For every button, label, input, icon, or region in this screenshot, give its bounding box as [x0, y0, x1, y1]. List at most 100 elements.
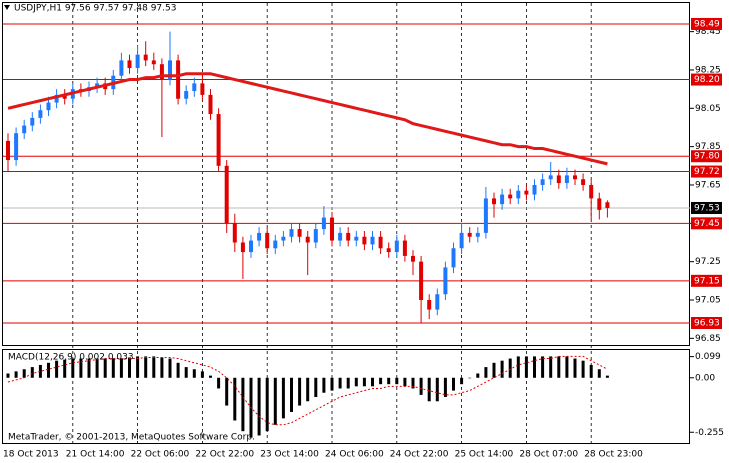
candle-body	[346, 232, 351, 241]
macd-bar	[6, 373, 10, 378]
candle-body	[338, 232, 343, 241]
level-box	[691, 150, 722, 163]
macd-bar	[217, 377, 221, 389]
y-tick-label: 97.05	[695, 295, 721, 305]
menu-triangle	[4, 5, 10, 10]
candle-body	[492, 198, 496, 205]
candle-body	[62, 94, 67, 99]
candle-body	[354, 236, 359, 241]
macd-bar	[395, 377, 399, 385]
level-box	[691, 316, 722, 329]
macd-bar	[176, 362, 180, 378]
y-tick-label: 97.65	[695, 180, 721, 190]
candle-body	[548, 175, 553, 180]
level-label: 97.72	[694, 167, 720, 177]
candle-body	[184, 91, 189, 99]
macd-bar	[273, 377, 277, 425]
candle-body	[54, 94, 59, 103]
chart-title: USDJPY,H1 97.56 97.57 97.48 97.53	[14, 4, 176, 14]
candle-body	[556, 175, 561, 184]
candle-body	[6, 140, 10, 161]
level-label: 97.15	[694, 276, 720, 286]
x-tick-label: 28 Oct 23:00	[584, 450, 643, 460]
macd-bar	[346, 377, 350, 389]
macd-bar	[136, 356, 140, 378]
y-tick-label: 0.00	[695, 373, 715, 383]
candle-body	[38, 110, 43, 118]
macd-bar	[468, 377, 472, 379]
macd-bar	[581, 360, 585, 378]
candle-body	[143, 54, 148, 61]
macd-bar	[605, 375, 609, 378]
candle-body	[289, 229, 294, 237]
macd-bar	[209, 375, 212, 378]
x-tick-label: 28 Oct 07:00	[519, 450, 578, 460]
macd-bar	[152, 356, 156, 378]
candle-body	[127, 60, 132, 69]
y-tick-label: 98.25	[695, 65, 721, 75]
macd-bar	[306, 377, 310, 402]
candle-body	[30, 117, 35, 126]
macd-bar	[128, 357, 131, 378]
candle-body	[516, 190, 521, 199]
candle-body	[581, 179, 586, 185]
candle-body	[200, 83, 205, 95]
candle-body	[435, 294, 440, 310]
candle-body	[305, 236, 310, 243]
price-label: 97.53	[694, 203, 720, 213]
macd-bar	[403, 377, 407, 387]
y-tick-label: 98.05	[695, 104, 721, 114]
candle-body	[540, 179, 545, 185]
candle-body	[176, 60, 181, 99]
macd-bar	[111, 358, 115, 378]
macd-bar	[95, 358, 99, 378]
macd-bar	[241, 377, 245, 432]
candle-body	[192, 83, 197, 92]
macd-bar	[14, 371, 18, 378]
x-tick-label: 25 Oct 14:00	[455, 450, 514, 460]
macd-bar	[524, 356, 528, 378]
candle-body	[394, 240, 399, 253]
macd-bar	[55, 360, 59, 378]
candle-body	[151, 60, 156, 65]
macd-bar	[22, 369, 26, 378]
x-tick-label: 21 Oct 14:00	[66, 450, 125, 460]
macd-bar	[103, 358, 107, 378]
candle-body	[240, 242, 245, 253]
candle-body	[313, 229, 318, 243]
candle-body	[95, 83, 100, 88]
candle-body	[386, 248, 391, 253]
candle-body	[427, 299, 432, 310]
candle-body	[532, 184, 537, 195]
level-box	[691, 217, 722, 230]
price-box	[691, 201, 722, 214]
candle-body	[232, 223, 237, 243]
candle-body	[273, 240, 278, 249]
macd-bar	[589, 364, 593, 378]
macd-bar	[298, 377, 302, 406]
candle-body	[500, 194, 505, 205]
macd-bar	[354, 377, 358, 387]
candle-body	[159, 64, 164, 80]
candle-body	[459, 232, 464, 249]
level-box	[691, 73, 722, 86]
candle-body	[135, 54, 140, 69]
macd-bar	[500, 360, 504, 378]
macd-bar	[419, 377, 423, 395]
candle-body	[402, 240, 407, 256]
macd-bar	[71, 358, 75, 378]
macd-frame	[2, 349, 690, 444]
candle-body	[257, 232, 262, 241]
candle-body	[14, 133, 19, 161]
macd-bar	[443, 377, 447, 397]
macd-bar	[573, 358, 577, 378]
candle-body	[508, 194, 513, 199]
y-tick-label: 98.45	[695, 27, 721, 37]
macd-bar	[290, 377, 293, 412]
y-tick-label: 0.099	[695, 352, 721, 362]
macd-bar	[338, 377, 342, 389]
macd-bar	[63, 359, 67, 378]
macd-bar	[168, 358, 172, 378]
macd-bar	[38, 364, 42, 378]
